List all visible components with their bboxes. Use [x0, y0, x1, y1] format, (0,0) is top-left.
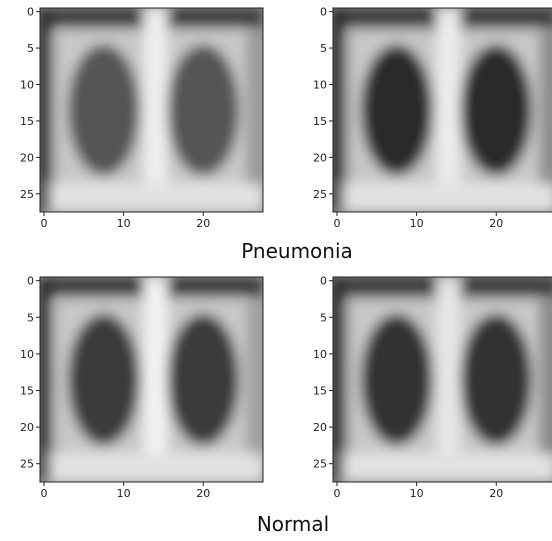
- axes-frame: [39, 276, 264, 483]
- y-tick-label: 25: [313, 188, 327, 201]
- abdomen: [40, 182, 263, 212]
- x-tick-label: 0: [333, 487, 340, 500]
- x-tick-label: 20: [196, 217, 210, 230]
- y-tick-label: 15: [313, 384, 327, 397]
- x-tick-label: 10: [410, 487, 424, 500]
- y-tick-label: 25: [20, 188, 34, 201]
- image-content: [40, 277, 263, 482]
- x-tick-label: 10: [410, 217, 424, 230]
- x-tick-label: 0: [40, 487, 47, 500]
- y-tick-label: 0: [27, 275, 34, 288]
- y-tick-label: 0: [320, 6, 327, 19]
- lung: [67, 313, 140, 446]
- y-tick-label: 0: [27, 6, 34, 19]
- x-tick-label: 20: [489, 217, 503, 230]
- image: [333, 277, 552, 482]
- lung: [167, 313, 240, 446]
- x-tick-label: 20: [489, 487, 503, 500]
- edge: [333, 277, 343, 482]
- lung: [67, 44, 140, 176]
- edge: [40, 8, 50, 212]
- edge: [333, 8, 343, 212]
- lung: [360, 44, 433, 176]
- axes-frame: [332, 7, 552, 213]
- abdomen: [333, 452, 552, 482]
- lung: [460, 313, 533, 446]
- spine: [143, 8, 168, 212]
- y-tick-label: 5: [320, 42, 327, 55]
- axes-frame: [332, 276, 552, 483]
- y-tick-label: 5: [320, 311, 327, 324]
- axes-frame: [39, 7, 264, 213]
- y-tick-label: 10: [20, 348, 34, 361]
- image-content: [40, 8, 263, 212]
- caption: Normal: [257, 512, 329, 536]
- abdomen: [40, 452, 263, 482]
- y-tick-label: 10: [313, 79, 327, 92]
- image: [40, 8, 263, 212]
- x-tick-label: 0: [333, 217, 340, 230]
- lung: [167, 44, 240, 176]
- y-tick-label: 10: [20, 79, 34, 92]
- y-tick-label: 20: [20, 421, 34, 434]
- image: [40, 277, 263, 482]
- lung: [360, 313, 433, 446]
- y-tick-label: 20: [313, 151, 327, 164]
- y-tick-label: 20: [313, 421, 327, 434]
- y-tick-label: 10: [313, 348, 327, 361]
- abdomen: [333, 182, 552, 212]
- y-tick-label: 0: [320, 275, 327, 288]
- caption: Pneumonia: [241, 239, 353, 263]
- y-tick-label: 25: [313, 458, 327, 471]
- lung: [460, 44, 533, 176]
- y-tick-label: 5: [27, 311, 34, 324]
- image: [333, 8, 552, 212]
- y-tick-label: 15: [20, 115, 34, 128]
- image-content: [333, 8, 552, 212]
- y-tick-label: 15: [313, 115, 327, 128]
- spine: [436, 8, 461, 212]
- spine: [143, 277, 168, 482]
- y-tick-label: 25: [20, 458, 34, 471]
- spine: [436, 277, 461, 482]
- edge: [40, 277, 50, 482]
- x-tick-label: 20: [196, 487, 210, 500]
- y-tick-label: 20: [20, 151, 34, 164]
- x-tick-label: 10: [117, 217, 131, 230]
- y-tick-label: 5: [27, 42, 34, 55]
- image-content: [333, 277, 552, 482]
- x-tick-label: 10: [117, 487, 131, 500]
- x-tick-label: 0: [40, 217, 47, 230]
- y-tick-label: 15: [20, 384, 34, 397]
